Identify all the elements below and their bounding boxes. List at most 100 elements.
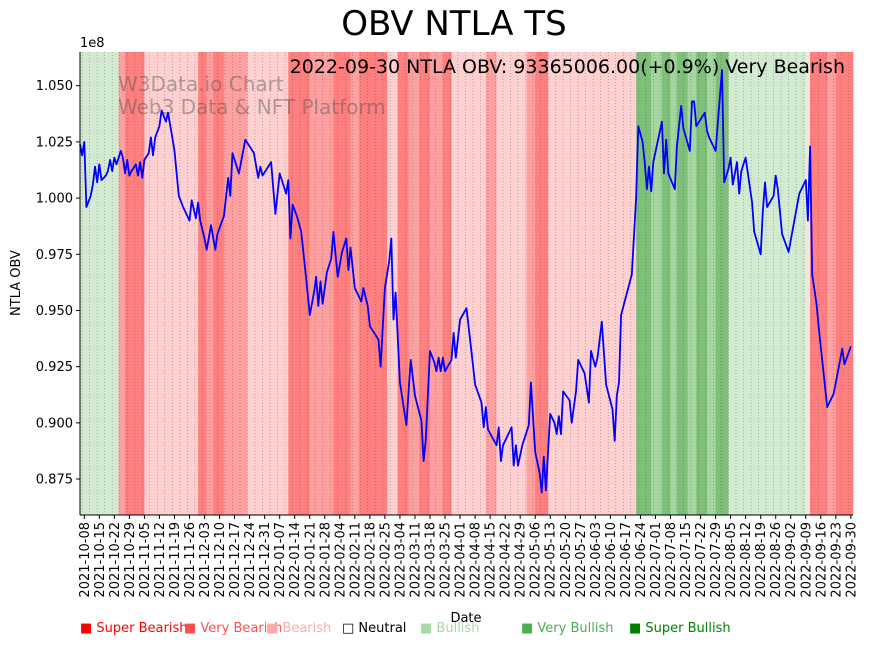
x-tick-label: 2022-03-25 (439, 522, 454, 598)
legend-swatch-icon: ■ (629, 621, 646, 636)
band-7 (213, 52, 225, 515)
x-tick-label: 2021-12-17 (228, 522, 243, 598)
legend-swatch-icon: ■ (80, 621, 97, 636)
x-tick-label: 2022-01-21 (303, 522, 318, 598)
x-tick-label: 2021-12-10 (213, 522, 228, 598)
band-19 (429, 52, 444, 515)
legend-label: Very Bullish (537, 621, 614, 636)
y-tick-label: 1.025 (36, 135, 73, 150)
y-tick-label: 0.900 (36, 416, 73, 431)
x-tick-label: 2022-04-29 (514, 522, 529, 598)
x-tick-label: 2022-07-15 (679, 522, 694, 598)
x-tick-label: 2022-05-27 (574, 522, 589, 598)
y-tick-label: 1.000 (36, 192, 73, 207)
x-tick-label: 2022-07-29 (709, 522, 724, 598)
x-tick-label: 2022-08-05 (724, 522, 739, 598)
x-axis-label: Date (450, 611, 481, 626)
band-40 (835, 52, 854, 515)
y-multiplier-label: 1e8 (80, 36, 105, 51)
band-2 (125, 52, 132, 515)
x-tick-label: 2022-01-28 (318, 522, 333, 598)
chart-title: OBV NTLA TS (341, 4, 567, 44)
band-1 (118, 52, 126, 515)
legend-label: Super Bullish (645, 621, 731, 636)
band-24 (526, 52, 536, 515)
legend-item: ■ Bearish (266, 621, 331, 636)
x-tick-label: 2022-07-08 (664, 522, 679, 598)
band-34 (706, 52, 716, 515)
x-tick-label: 2022-03-11 (409, 522, 424, 598)
annotation-text: 2022-09-30 NTLA OBV: 93365006.00(+0.9%) … (290, 56, 845, 78)
x-tick-label: 2022-09-16 (814, 522, 829, 598)
legend-label: Neutral (358, 621, 407, 636)
band-37 (805, 52, 811, 515)
band-28 (651, 52, 663, 515)
legend-item: ■ Very Bullish (521, 621, 613, 636)
band-25 (535, 52, 549, 515)
x-tick-label: 2022-06-03 (589, 522, 604, 598)
legend-swatch-icon: ■ (521, 621, 538, 636)
legend-swatch-icon: □ (342, 621, 359, 636)
legend-swatch-icon: ■ (420, 621, 437, 636)
x-tick-label: 2021-10-15 (93, 522, 108, 598)
legend-label: Super Bearish (96, 621, 188, 636)
band-33 (696, 52, 708, 515)
y-tick-label: 0.975 (36, 248, 73, 263)
band-20 (442, 52, 452, 515)
x-tick-label: 2022-03-18 (424, 522, 439, 598)
x-tick-label: 2022-01-14 (288, 522, 303, 598)
x-tick-label: 2022-07-22 (694, 522, 709, 598)
x-tick-label: 2021-11-19 (168, 522, 183, 598)
x-tick-label: 2022-05-06 (529, 522, 544, 598)
y-tick-label: 0.950 (36, 304, 73, 319)
x-tick-label: 2022-09-23 (829, 522, 844, 598)
band-0 (80, 52, 119, 515)
x-tick-label: 2022-02-11 (348, 522, 363, 598)
x-tick-label: 2022-09-30 (844, 522, 859, 598)
band-36 (728, 52, 807, 515)
legend-item: ■ Super Bearish (80, 621, 188, 636)
x-tick-label: 2022-05-20 (559, 522, 574, 598)
date-gridlines (81, 52, 850, 515)
x-tick-label: 2022-08-12 (739, 522, 754, 598)
x-tick-label: 2022-06-17 (619, 522, 634, 598)
band-21 (451, 52, 487, 515)
legend-item: □ Neutral (342, 621, 406, 636)
x-tick-label: 2022-06-24 (634, 522, 649, 598)
x-tick-label: 2022-09-02 (784, 522, 799, 598)
legend-label: Bearish (282, 621, 332, 636)
legend-item: ■ Bullish (420, 621, 479, 636)
watermark-line-2: Web3 Data & NFT Platform (118, 95, 386, 119)
x-tick-label: 2022-05-13 (544, 522, 559, 598)
x-tick-label: 2022-08-19 (754, 522, 769, 598)
band-11 (309, 52, 334, 515)
y-tick-label: 0.925 (36, 360, 73, 375)
legend-swatch-icon: ■ (184, 621, 201, 636)
band-39 (827, 52, 837, 515)
band-22 (485, 52, 497, 515)
band-27 (636, 52, 652, 515)
x-tick-label: 2022-06-10 (604, 522, 619, 598)
x-tick-label: 2021-12-03 (198, 522, 213, 598)
y-axis-label: NTLA OBV (9, 250, 24, 316)
legend-item: ■ Super Bullish (629, 621, 731, 636)
band-32 (687, 52, 697, 515)
band-16 (397, 52, 409, 515)
x-tick-label: 2022-04-08 (469, 522, 484, 598)
legend-swatch-icon: ■ (266, 621, 283, 636)
x-tick-label: 2021-10-29 (123, 522, 138, 598)
x-tick-label: 2021-10-22 (108, 522, 123, 598)
x-tick-label: 2021-11-12 (153, 522, 168, 598)
x-tick-label: 2022-01-07 (273, 522, 288, 598)
band-31 (676, 52, 688, 515)
band-35 (715, 52, 729, 515)
x-tick-label: 2021-10-08 (78, 522, 93, 598)
axes: 0.875 0.900 0.925 0.950 0.975 1.000 1.025 1.050… (36, 52, 859, 598)
x-tick-label: 2022-02-25 (378, 522, 393, 598)
x-tick-label: 2021-12-24 (243, 522, 258, 598)
x-tick-label: 2022-09-09 (799, 522, 814, 598)
legend-item: ■ Very Bearish (184, 621, 282, 636)
x-tick-label: 2021-11-26 (183, 522, 198, 598)
x-tick-label: 2022-03-04 (393, 522, 408, 598)
